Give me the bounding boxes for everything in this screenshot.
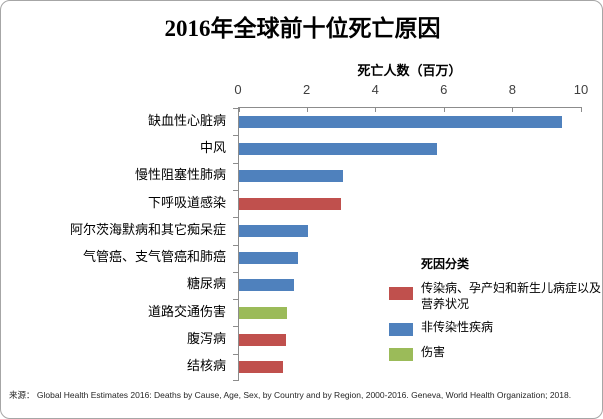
plot-area <box>233 107 582 381</box>
x-axis-tick <box>239 108 240 112</box>
legend-swatch-injury <box>389 348 413 361</box>
y-axis-tick <box>233 245 238 246</box>
bar-4 <box>239 225 308 237</box>
y-axis-tick <box>233 380 238 381</box>
legend-label-noncommunicable: 非传染性疾病 <box>421 320 494 334</box>
x-axis-tick <box>375 108 376 112</box>
y-axis-tick <box>233 299 238 300</box>
bar-2 <box>239 170 343 182</box>
category-label: 下呼吸道感染 <box>147 195 226 210</box>
bar-0 <box>239 116 562 128</box>
x-tick-label: 2 <box>302 82 311 97</box>
x-axis-tick <box>444 108 445 112</box>
y-axis-tick <box>233 108 238 109</box>
value-axis-title: 死亡人数（百万） <box>357 63 462 78</box>
bar-6 <box>239 279 294 291</box>
y-axis-tick <box>233 217 238 218</box>
legend-label-communicable: 传染病、孕产妇和新生儿病症以及营养状况 <box>421 281 602 311</box>
bar-5 <box>239 252 298 264</box>
bar-8 <box>239 334 286 346</box>
y-axis-tick <box>233 272 238 273</box>
bar-7 <box>239 307 287 319</box>
x-axis-tick <box>307 108 308 112</box>
x-axis-tick <box>512 108 513 112</box>
legend-title: 死因分类 <box>421 257 470 271</box>
chart-title: 2016年全球前十位死亡原因 <box>164 16 441 41</box>
category-label: 糖尿病 <box>186 276 226 291</box>
legend-label-injury: 伤害 <box>421 345 446 359</box>
legend: 死因分类 传染病、孕产妇和新生儿病症以及营养状况 非传染性疾病 伤害 <box>389 251 601 376</box>
category-label: 结核病 <box>186 358 226 373</box>
legend-swatch-noncommunicable <box>389 323 413 336</box>
legend-swatch-communicable <box>389 287 413 300</box>
category-label: 慢性阻塞性肺病 <box>134 167 226 182</box>
y-axis-tick <box>233 190 238 191</box>
x-tick-label: 0 <box>234 82 242 97</box>
x-axis-tick <box>581 108 582 112</box>
source-note: 来源： Global Health Estimates 2016: Deaths… <box>9 390 572 400</box>
category-label: 腹泻病 <box>186 331 226 346</box>
y-axis-tick <box>233 135 238 136</box>
bar-3 <box>239 198 341 210</box>
category-label: 道路交通伤害 <box>147 304 226 319</box>
x-tick-label: 8 <box>508 82 516 97</box>
bar-9 <box>239 361 283 373</box>
category-label: 气管癌、支气管癌和肺癌 <box>82 249 226 264</box>
x-tick-label: 6 <box>440 82 448 97</box>
category-label: 阿尔茨海默病和其它痴呆症 <box>69 222 226 237</box>
x-tick-label: 10 <box>573 82 589 97</box>
x-tick-label: 4 <box>371 82 379 97</box>
y-axis-tick <box>233 326 238 327</box>
y-axis-tick <box>233 354 238 355</box>
category-label: 中风 <box>199 140 226 155</box>
y-axis-tick <box>233 163 238 164</box>
category-label: 缺血性心脏病 <box>147 113 226 128</box>
bar-1 <box>239 143 437 155</box>
